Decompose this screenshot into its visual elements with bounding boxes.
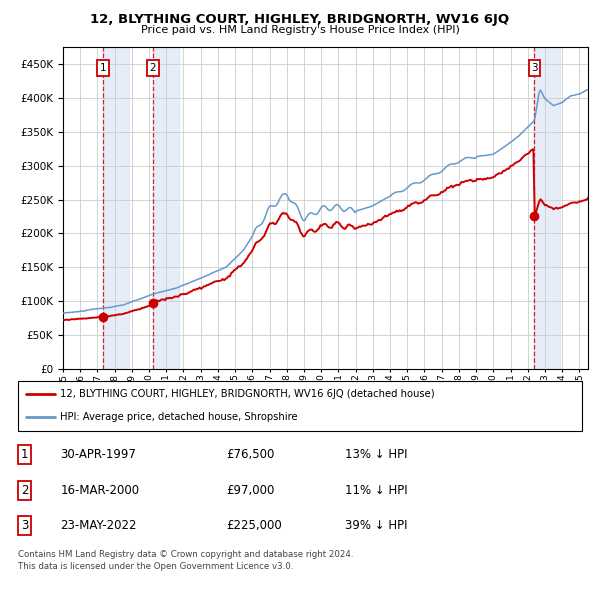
- Text: £76,500: £76,500: [227, 448, 275, 461]
- Text: 3: 3: [21, 519, 28, 532]
- Text: Contains HM Land Registry data © Crown copyright and database right 2024.: Contains HM Land Registry data © Crown c…: [18, 550, 353, 559]
- Text: 2: 2: [21, 484, 29, 497]
- Text: £97,000: £97,000: [227, 484, 275, 497]
- Text: 2: 2: [149, 63, 156, 73]
- Text: This data is licensed under the Open Government Licence v3.0.: This data is licensed under the Open Gov…: [18, 562, 293, 571]
- Bar: [103, 47, 129, 369]
- Bar: [535, 47, 560, 369]
- Text: £225,000: £225,000: [227, 519, 283, 532]
- Text: 12, BLYTHING COURT, HIGHLEY, BRIDGNORTH, WV16 6JQ: 12, BLYTHING COURT, HIGHLEY, BRIDGNORTH,…: [91, 13, 509, 26]
- Text: 1: 1: [100, 63, 106, 73]
- Text: 3: 3: [531, 63, 538, 73]
- Text: HPI: Average price, detached house, Shropshire: HPI: Average price, detached house, Shro…: [60, 412, 298, 422]
- Text: Price paid vs. HM Land Registry's House Price Index (HPI): Price paid vs. HM Land Registry's House …: [140, 25, 460, 35]
- Bar: [152, 47, 179, 369]
- Text: 30-APR-1997: 30-APR-1997: [60, 448, 136, 461]
- Text: 13% ↓ HPI: 13% ↓ HPI: [345, 448, 407, 461]
- Text: 39% ↓ HPI: 39% ↓ HPI: [345, 519, 407, 532]
- Text: 16-MAR-2000: 16-MAR-2000: [60, 484, 139, 497]
- Text: 12, BLYTHING COURT, HIGHLEY, BRIDGNORTH, WV16 6JQ (detached house): 12, BLYTHING COURT, HIGHLEY, BRIDGNORTH,…: [60, 389, 435, 399]
- Text: 1: 1: [21, 448, 29, 461]
- Text: 23-MAY-2022: 23-MAY-2022: [60, 519, 137, 532]
- Text: 11% ↓ HPI: 11% ↓ HPI: [345, 484, 408, 497]
